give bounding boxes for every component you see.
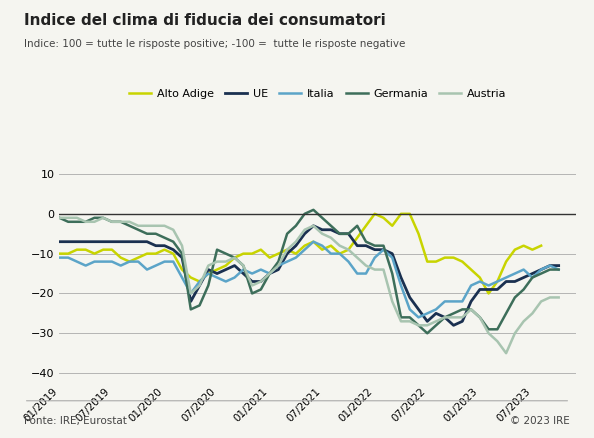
Alto Adige xyxy=(143,251,150,256)
Italia xyxy=(205,271,212,276)
UE xyxy=(231,263,238,268)
Alto Adige xyxy=(380,215,387,220)
UE xyxy=(143,239,150,244)
Text: Fonte: IRE, Eurostat: Fonte: IRE, Eurostat xyxy=(24,416,127,426)
Legend: Alto Adige, UE, Italia, Germania, Austria: Alto Adige, UE, Italia, Germania, Austri… xyxy=(125,85,511,103)
Italia xyxy=(231,275,238,280)
Alto Adige xyxy=(222,263,229,268)
Germania xyxy=(380,243,387,248)
Germania xyxy=(205,283,212,288)
Germania xyxy=(56,215,63,220)
UE xyxy=(222,267,229,272)
Line: Austria: Austria xyxy=(59,218,559,353)
Alto Adige xyxy=(56,251,63,256)
Line: Alto Adige: Alto Adige xyxy=(59,214,541,293)
UE xyxy=(187,299,194,304)
Austria xyxy=(380,267,387,272)
Alto Adige xyxy=(187,275,194,280)
Italia xyxy=(143,267,150,272)
Italia xyxy=(187,291,194,296)
Italia xyxy=(380,247,387,252)
Austria xyxy=(231,255,238,260)
Alto Adige xyxy=(205,271,212,276)
Germania xyxy=(187,307,194,312)
Line: Italia: Italia xyxy=(59,242,559,318)
Text: © 2023 IRE: © 2023 IRE xyxy=(510,416,570,426)
Austria xyxy=(56,215,63,220)
Germania xyxy=(231,255,238,260)
Austria xyxy=(143,223,150,228)
UE xyxy=(56,239,63,244)
Austria xyxy=(187,291,194,296)
Germania xyxy=(222,251,229,256)
Germania xyxy=(143,231,150,237)
UE xyxy=(205,267,212,272)
Text: Indice: 100 = tutte le risposte positive; -100 =  tutte le risposte negative: Indice: 100 = tutte le risposte positive… xyxy=(24,39,405,49)
Austria xyxy=(222,259,229,264)
Austria xyxy=(205,263,212,268)
Line: UE: UE xyxy=(59,226,559,325)
Text: Indice del clima di fiducia dei consumatori: Indice del clima di fiducia dei consumat… xyxy=(24,13,386,28)
Italia xyxy=(56,255,63,260)
Italia xyxy=(222,279,229,284)
UE xyxy=(380,247,387,252)
Line: Germania: Germania xyxy=(59,210,559,333)
Alto Adige xyxy=(231,255,238,260)
